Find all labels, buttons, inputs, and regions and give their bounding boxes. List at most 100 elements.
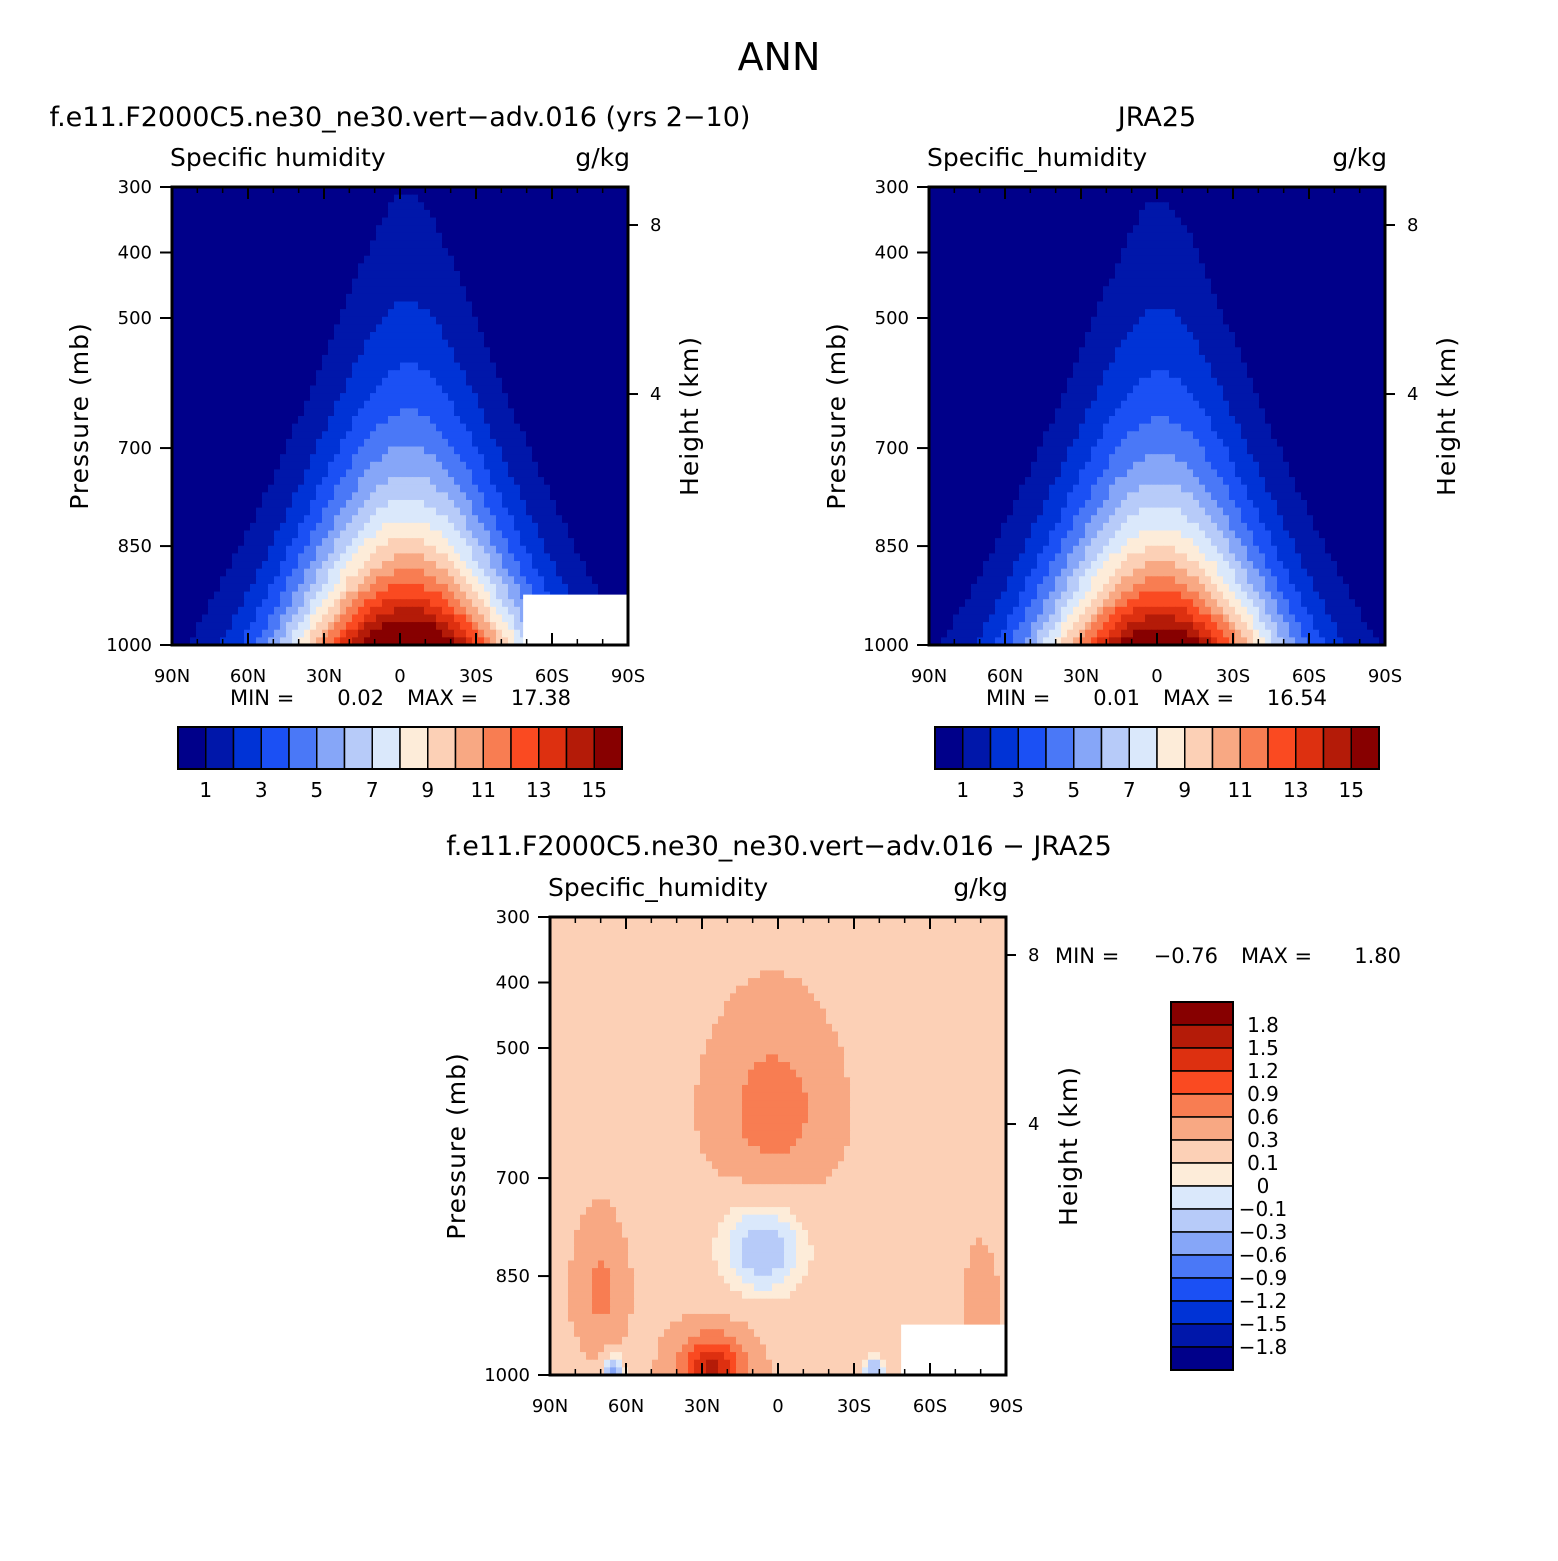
panel-model-cell xyxy=(316,248,323,257)
panel-obs-cell xyxy=(1337,187,1344,196)
panel-model-cell xyxy=(610,438,617,448)
panel-model-cell xyxy=(184,354,191,364)
panel-obs-cell xyxy=(1373,187,1380,196)
panel-model-cell xyxy=(190,515,197,524)
panel-model-cell xyxy=(472,522,479,532)
panel-model-cell xyxy=(544,187,551,196)
panel-model-cell xyxy=(622,545,629,554)
panel-model-cell xyxy=(214,583,221,593)
panel-model-cell xyxy=(586,522,593,532)
panel-model-cell xyxy=(256,225,263,234)
panel-model-cell xyxy=(364,606,371,616)
panel-model-cell xyxy=(268,286,275,295)
panel-obs-cell xyxy=(959,187,966,196)
panel-model-cell xyxy=(370,324,377,333)
panel-model-cell xyxy=(298,484,305,493)
panel-model-cell xyxy=(244,248,251,257)
panel-model-cell xyxy=(178,225,185,234)
panel-model-cell xyxy=(346,583,353,593)
panel-obs-cell xyxy=(1367,202,1374,211)
panel-model-cell xyxy=(334,530,341,539)
panel-model-cell xyxy=(496,492,503,501)
panel-model-cell xyxy=(514,530,521,539)
panel-model-cell xyxy=(178,622,185,631)
panel-model-cell xyxy=(196,232,203,242)
panel-model-cell xyxy=(418,301,425,310)
panel-model-cell xyxy=(280,622,287,631)
panel-model-cell xyxy=(472,416,479,425)
panel-model-cell xyxy=(562,324,569,333)
panel-model-cell xyxy=(214,591,221,600)
panel-model-cell xyxy=(376,454,383,463)
panel-obs-cell xyxy=(941,209,948,219)
panel-model-cell xyxy=(292,286,299,295)
panel-obs-cell xyxy=(1007,194,1014,203)
panel-model-cell xyxy=(208,515,215,524)
panel-model-cell xyxy=(448,477,455,486)
panel-model-cell xyxy=(334,507,341,516)
panel-model-cell xyxy=(514,278,521,287)
panel-model-cell xyxy=(274,461,281,471)
panel-model-cell xyxy=(472,606,479,616)
panel-model-cell xyxy=(484,538,491,547)
panel-model-cell xyxy=(508,194,515,203)
panel-model-cell xyxy=(358,545,365,554)
panel-model-cell xyxy=(262,622,269,631)
panel-model-cell xyxy=(268,232,275,242)
panel-model-cell xyxy=(574,354,581,364)
panel-obs-cell xyxy=(941,187,948,196)
panel-model-cell xyxy=(562,377,569,387)
panel-model-cell xyxy=(424,530,431,539)
panel-model-cell xyxy=(454,225,461,234)
panel-model-cell xyxy=(526,263,533,272)
panel-model-cell xyxy=(364,270,371,280)
panel-model-cell xyxy=(286,416,293,425)
panel-model-cell xyxy=(448,416,455,425)
panel-model-cell xyxy=(370,339,377,348)
panel-model-cell xyxy=(358,400,365,409)
panel-model-cell xyxy=(604,583,611,593)
panel-model-cell xyxy=(328,309,335,318)
panel-model-cell xyxy=(556,362,563,371)
panel-model-cell xyxy=(484,393,491,402)
panel-model-cell xyxy=(376,293,383,303)
panel-model-cell xyxy=(250,393,257,402)
panel-model-cell xyxy=(418,232,425,242)
panel-model-cell xyxy=(616,232,623,242)
panel-model-cell xyxy=(406,202,413,211)
panel-model-cell xyxy=(610,263,617,272)
panel-model-cell xyxy=(406,591,413,600)
panel-model-cell xyxy=(424,614,431,623)
panel-model-cell xyxy=(298,301,305,310)
panel-model-cell xyxy=(580,507,587,516)
panel-model-cell xyxy=(334,515,341,524)
panel-model-cell xyxy=(370,469,377,478)
panel-model-cell xyxy=(622,362,629,371)
panel-model-cell xyxy=(442,339,449,348)
panel-model-cell xyxy=(334,583,341,593)
panel-model-cell xyxy=(322,461,329,471)
panel-model-cell xyxy=(256,576,263,585)
panel-model-cell xyxy=(544,583,551,593)
panel-model-cell xyxy=(520,248,527,257)
panel-model-cell xyxy=(550,370,557,379)
panel-model-cell xyxy=(502,293,509,303)
panel-model-cell xyxy=(472,499,479,509)
panel-model-cell xyxy=(394,194,401,203)
panel-model-cell xyxy=(562,522,569,532)
panel-model-cell xyxy=(412,431,419,440)
panel-obs-cell xyxy=(965,187,972,196)
panel-obs-cell xyxy=(1325,194,1332,203)
panel-model-cell xyxy=(196,408,203,417)
panel-model-cell xyxy=(196,446,203,455)
panel-model-cell xyxy=(286,370,293,379)
panel-model-cell xyxy=(496,431,503,440)
panel-model-cell xyxy=(292,477,299,486)
panel-model-cell xyxy=(400,622,407,631)
panel-model-cell xyxy=(478,248,485,257)
panel-model-cell xyxy=(592,438,599,448)
panel-model-cell xyxy=(538,431,545,440)
panel-model-cell xyxy=(568,187,575,196)
panel-model-cell xyxy=(526,423,533,432)
panel-model-cell xyxy=(304,194,311,203)
